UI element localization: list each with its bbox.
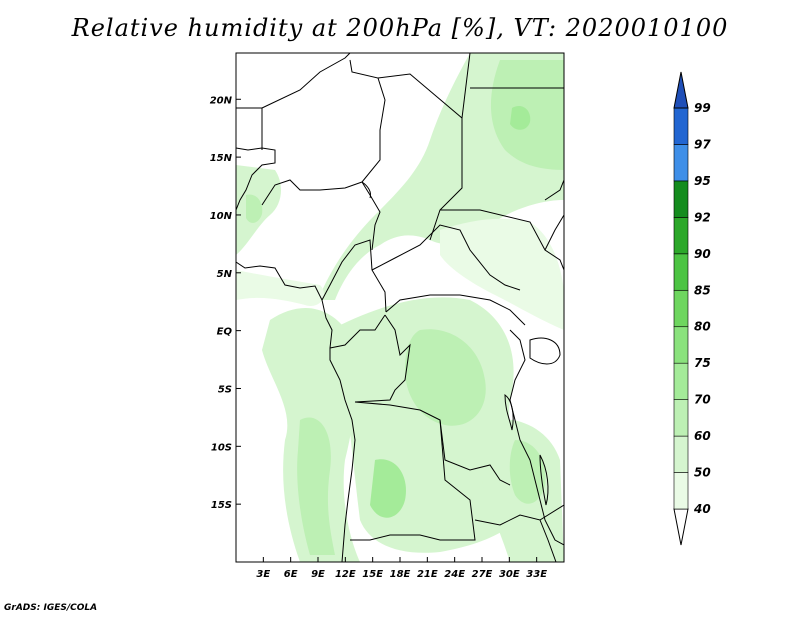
colorbar-segment <box>673 472 689 510</box>
map-title: Relative humidity at 200hPa [%], VT: 202… <box>71 14 729 42</box>
lake-tanganyika <box>504 394 514 431</box>
x-tick-label: 24E <box>444 569 465 580</box>
border-algeria-north <box>261 53 351 109</box>
colorbar-label: 90 <box>694 247 711 261</box>
colorbar-upper-extension <box>673 71 689 109</box>
border-niger-nigeria <box>361 181 381 251</box>
x-tick-label: 33E <box>526 569 547 580</box>
colorbar-label: 80 <box>694 320 711 334</box>
colorbar-label: 60 <box>694 429 711 443</box>
y-tick-label: 10S <box>211 442 232 453</box>
border-car-congo <box>385 294 526 326</box>
lake-malawi <box>539 454 549 506</box>
border-algeria-niger <box>349 59 386 183</box>
border-angola-zambia <box>350 419 476 541</box>
x-tick-label: 9E <box>311 569 325 580</box>
humidity-region-sudan-band <box>440 218 564 330</box>
border-gabon-congo <box>329 314 386 349</box>
colorbar-label: 97 <box>694 137 711 151</box>
y-tick-label: 10N <box>210 211 233 222</box>
x-tick-label: 30E <box>499 569 520 580</box>
border-mauritania-mali <box>236 107 263 150</box>
humidity-region-angola-inner <box>370 459 406 518</box>
colorbar-segment <box>673 289 689 328</box>
border-zambia-zimbabwe <box>474 504 564 526</box>
humidity-region-guinea-coast <box>236 270 325 306</box>
colorbar-segment <box>673 217 689 255</box>
border-ethiopia <box>544 179 564 251</box>
colorbar: 40 50 60 70 75 80 85 90 92 95 97 99 <box>673 71 711 546</box>
x-tick-label: 15E <box>362 569 383 580</box>
x-tick-label: 18E <box>390 569 411 580</box>
colorbar-label: 95 <box>694 174 711 188</box>
colorbar-segment <box>673 362 689 400</box>
border-sudan-ssudan <box>440 209 564 271</box>
border-nigeria-cameroon <box>321 239 387 313</box>
x-tick-label: 21E <box>417 569 438 580</box>
border-mali-niger <box>261 179 363 206</box>
lake-chad <box>361 181 371 199</box>
x-tick-label: 3E <box>256 569 270 580</box>
humidity-region-westcoast-inner <box>246 194 263 223</box>
colorbar-lower-extension <box>673 508 689 546</box>
humidity-region-congo-inner <box>405 329 486 426</box>
colorbar-label: 75 <box>694 356 711 370</box>
colorbar-label: 92 <box>694 210 711 224</box>
border-east-africa <box>509 329 564 546</box>
coastline-west-africa <box>236 147 276 211</box>
colorbar-segment <box>673 435 689 473</box>
colorbar-segment <box>673 399 689 437</box>
border-drc-angola <box>354 401 511 486</box>
colorbar-label: 70 <box>694 393 711 407</box>
humidity-region-southwest-inner <box>297 417 335 555</box>
y-tick-label: 5N <box>217 269 233 280</box>
border-libya-sudan <box>429 118 463 241</box>
y-tick-label: 15S <box>211 500 232 511</box>
colorbar-label: 50 <box>694 466 711 480</box>
border-drc-west <box>354 314 411 403</box>
y-tick-label: 20N <box>210 95 233 106</box>
colorbar-label: 85 <box>694 283 711 297</box>
country-boundaries <box>236 53 564 562</box>
humidity-field <box>236 53 564 562</box>
border-libya-chad <box>377 53 471 119</box>
y-tick-label: EQ <box>217 327 233 338</box>
lake-victoria <box>529 337 561 365</box>
border-chad-car <box>371 224 521 291</box>
credit-text: GrADS: IGES/COLA <box>4 603 98 613</box>
colorbar-segment <box>673 253 689 291</box>
colorbar-segment <box>673 107 689 145</box>
colorbar-segment <box>673 144 689 182</box>
x-tick-label: 27E <box>472 569 493 580</box>
humidity-region-northeast-core <box>510 105 531 130</box>
y-tick-label: 15N <box>210 153 233 164</box>
y-tick-label: 5S <box>218 384 232 395</box>
x-tick-label: 6E <box>284 569 298 580</box>
colorbar-label: 40 <box>693 502 711 516</box>
colorbar-segment <box>673 326 689 364</box>
y-axis: 20N 15N 10N 5N EQ 5S 10S 15S <box>210 95 241 511</box>
colorbar-label: 99 <box>694 101 711 115</box>
x-axis: 3E 6E 9E 12E 15E 18E 21E 24E 27E 30E 33E <box>256 557 547 580</box>
coastline-guinea-gulf <box>236 261 356 562</box>
x-tick-label: 12E <box>335 569 356 580</box>
border-mozambique <box>539 519 557 562</box>
colorbar-segment <box>673 180 689 218</box>
